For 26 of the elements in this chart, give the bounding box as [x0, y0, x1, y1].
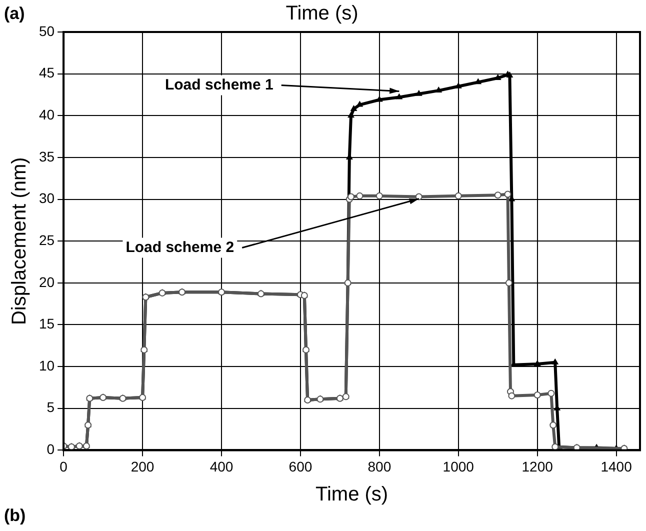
y-tick-label: 5 — [46, 399, 55, 416]
y-tick-label: 25 — [38, 232, 55, 248]
chart-title: Time (s) — [286, 2, 358, 25]
text: (b) — [4, 506, 26, 526]
x-tick-label: 1200 — [522, 458, 554, 474]
y-tick-label: 30 — [38, 190, 55, 206]
text: Load scheme 2 — [126, 238, 234, 256]
y-tick-label: 10 — [38, 357, 55, 374]
x-tick-label: 0 — [60, 458, 68, 474]
text: Load scheme 1 — [164, 76, 274, 94]
y-axis-title: Displacement (nm) — [8, 157, 31, 326]
x-tick-label: 1000 — [442, 458, 474, 474]
y-tick-label: 20 — [38, 274, 55, 290]
x-axis-title: Time (s) — [315, 484, 388, 506]
x-tick-label: 1400 — [600, 458, 632, 474]
y-tick-label: 0 — [46, 441, 55, 458]
y-tick-label: 15 — [38, 316, 55, 332]
y-tick-label: 45 — [38, 64, 55, 81]
y-tick-label: 35 — [38, 148, 55, 164]
x-tick-label: 600 — [288, 458, 312, 474]
y-tick-label: 40 — [38, 106, 55, 122]
text: (a) — [4, 4, 25, 24]
y-tick-label: 50 — [38, 22, 55, 39]
x-tick-label: 200 — [130, 458, 154, 474]
x-tick-label: 400 — [210, 458, 234, 474]
x-tick-label: 800 — [368, 458, 392, 474]
